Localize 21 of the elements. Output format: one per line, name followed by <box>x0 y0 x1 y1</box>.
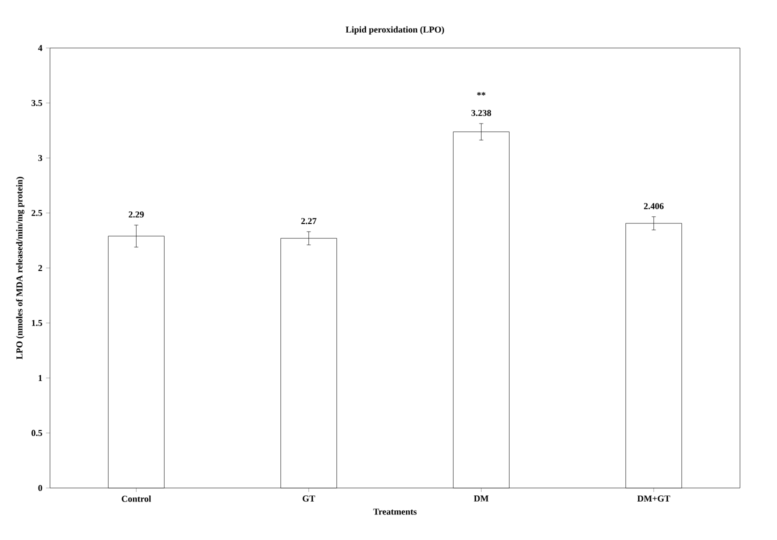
y-tick-label: 3.5 <box>32 100 42 106</box>
x-tick-label: DM+GT <box>637 496 670 502</box>
y-tick-label: 1.5 <box>32 320 42 326</box>
data-label: 2.29 <box>128 211 144 218</box>
data-label: 3.238 <box>471 110 492 116</box>
y-tick-label: 2 <box>38 265 42 271</box>
y-tick-label: 3 <box>38 154 42 162</box>
x-tick-label: Control <box>122 496 152 502</box>
x-tick-label: DM <box>474 496 488 502</box>
chart-title: Lipid peroxidation (LPO) <box>346 26 444 34</box>
x-axis-title: Treatments <box>373 508 417 515</box>
x-tick-label: GT <box>302 496 316 502</box>
y-axis-title: LPO (nmoles of MDA released/min/mg protein) <box>16 176 24 360</box>
annotation: ** <box>477 92 486 96</box>
data-label: 2.406 <box>644 203 664 210</box>
y-tick-label: 0.5 <box>32 430 42 436</box>
y-tick-label: 4 <box>38 45 42 51</box>
y-tick-label: 0 <box>38 484 42 492</box>
data-label: 2.27 <box>301 218 316 224</box>
y-tick-label: 1 <box>38 375 42 381</box>
y-tick-label: 2.5 <box>32 210 42 216</box>
